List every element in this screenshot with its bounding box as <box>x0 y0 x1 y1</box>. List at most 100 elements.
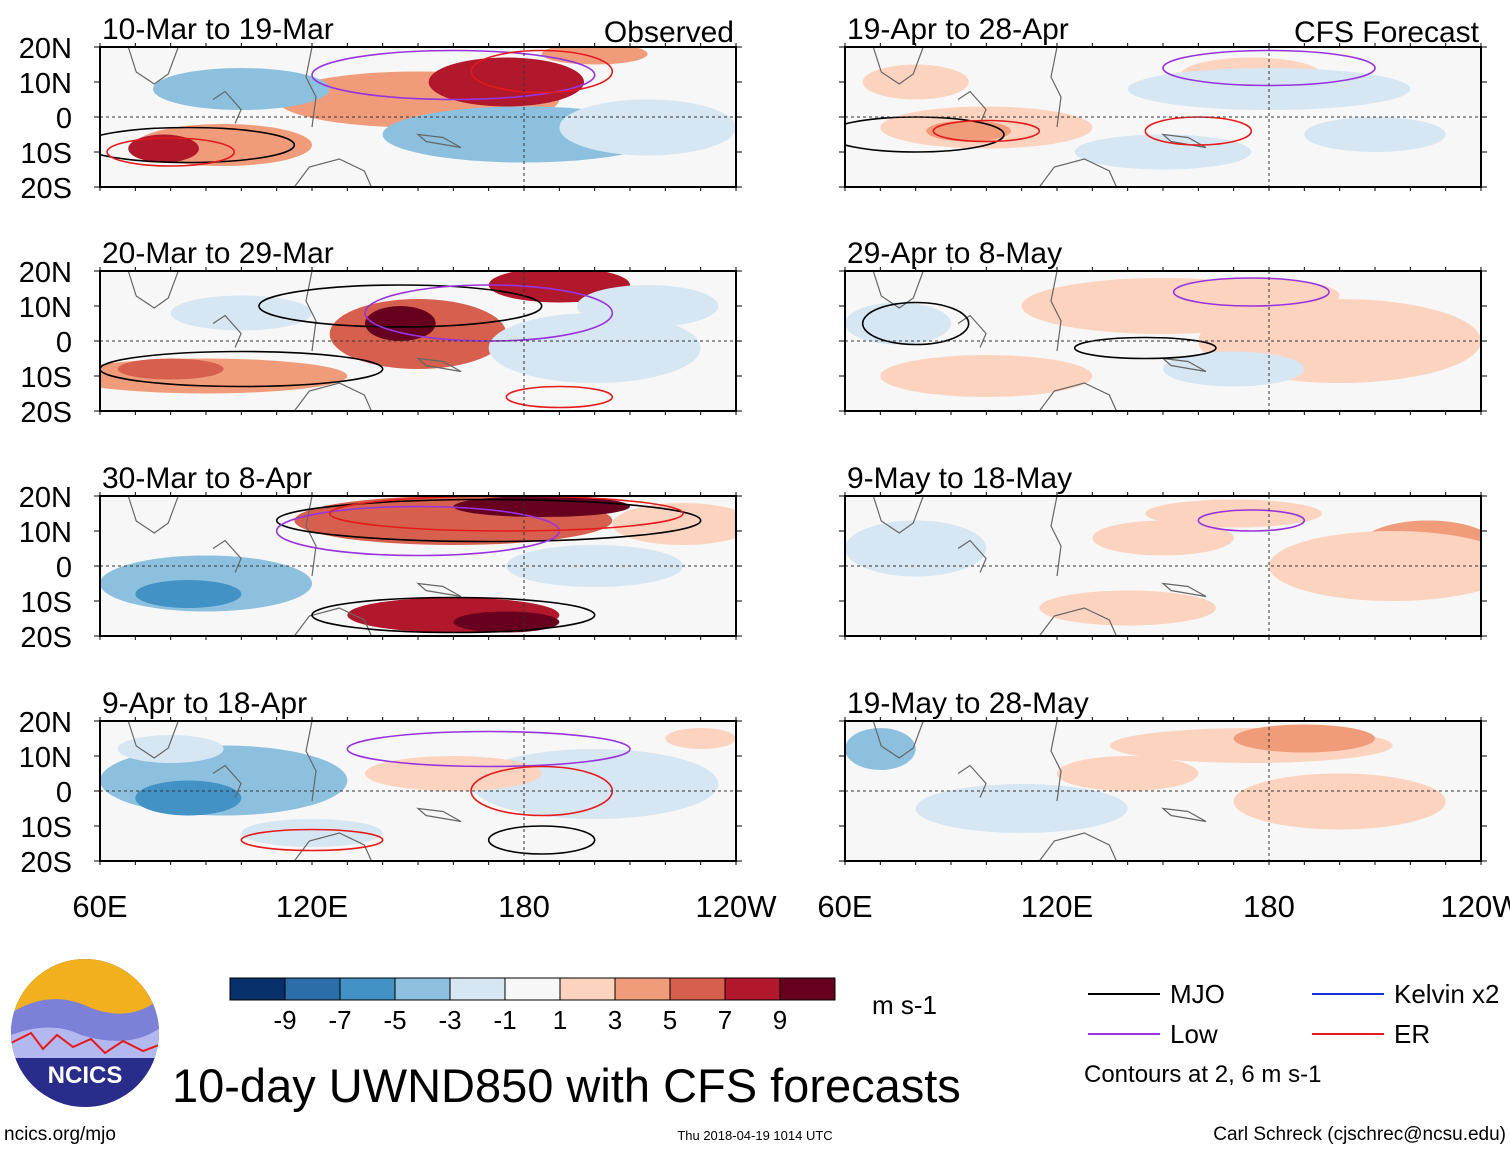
coastline <box>872 47 1207 187</box>
colorbar-swatch <box>339 977 396 1001</box>
footer-timestamp: Thu 2018-04-19 1014 UTC <box>677 1128 832 1143</box>
anomaly-patch <box>1269 531 1481 601</box>
colorbar-tick-label: 7 <box>718 1005 732 1035</box>
anomaly-patch <box>1304 117 1446 152</box>
anomaly-patch <box>1145 499 1322 528</box>
low-contour <box>1197 509 1306 532</box>
map-panel: 19-May to 28-May 60E 120E 180 120W <box>817 687 1510 924</box>
panel-label: 9-Apr to 18-Apr <box>102 687 307 720</box>
x-tick-label: 120E <box>276 889 348 924</box>
low-contour <box>1172 277 1330 307</box>
shading-layer <box>100 721 736 861</box>
colorbar-swatch <box>504 977 561 1001</box>
coastline <box>127 47 462 187</box>
anomaly-patch <box>577 285 719 327</box>
ncics-logo: NCICS <box>11 959 159 1107</box>
column-header: Observed <box>604 16 734 49</box>
anomaly-patch <box>1057 756 1199 791</box>
anomaly-patch <box>926 120 1012 142</box>
colorbar-tick-label: 1 <box>553 1005 567 1035</box>
colorbar-tick-label: 5 <box>663 1005 677 1035</box>
anomaly-patch <box>1163 351 1305 387</box>
low-contour <box>311 49 596 101</box>
y-tick-label: 20S <box>20 397 72 429</box>
legend-label: Kelvin x2 <box>1394 979 1500 1009</box>
logo-text: NCICS <box>48 1062 123 1089</box>
chart-title: 10-day UWND850 with CFS forecasts <box>172 1059 961 1112</box>
y-tick-label: 10S <box>20 587 72 619</box>
colorbar-swatch <box>669 977 726 1001</box>
anomaly-patch <box>153 68 330 110</box>
colorbar-swatch <box>449 977 506 1001</box>
anomaly-patch <box>117 735 224 763</box>
anomaly-patch <box>845 302 951 345</box>
contour-note: Contours at 2, 6 m s-1 <box>1084 1061 1321 1088</box>
anomaly-patch <box>1092 520 1234 556</box>
y-tick-label: 20N <box>19 707 72 739</box>
x-tick-label: 180 <box>1243 889 1295 924</box>
er-contour <box>240 828 384 852</box>
column-header: CFS Forecast <box>1294 16 1480 49</box>
coastline <box>127 721 462 861</box>
mjo-contour <box>487 825 596 855</box>
x-tick-label: 120E <box>1021 889 1093 924</box>
colorbar-swatch <box>284 977 341 1001</box>
legend: MJO Kelvin x2 Low ER Contours at 2, 6 m s-1 <box>1084 979 1500 1088</box>
anomaly-patch <box>612 503 736 545</box>
y-tick-label: 20S <box>20 847 72 879</box>
panel-label: 20-Mar to 29-Mar <box>102 237 334 270</box>
y-tick-label: 0 <box>56 777 72 809</box>
legend-label: Low <box>1170 1019 1218 1049</box>
panel-label: 19-Apr to 28-Apr <box>847 13 1069 46</box>
y-tick-label: 20N <box>19 482 72 514</box>
shading-layer <box>845 47 1481 187</box>
coastline <box>872 496 1207 636</box>
panel-label: 19-May to 28-May <box>847 687 1089 720</box>
coastline <box>127 496 462 636</box>
low-contour <box>364 284 614 342</box>
colorbar-tick-label: -1 <box>493 1005 516 1035</box>
y-tick-label: 0 <box>56 327 72 359</box>
anomaly-patch <box>241 819 383 847</box>
shading-layer <box>100 271 736 411</box>
y-tick-label: 20S <box>20 173 72 205</box>
anomaly-patch <box>365 756 542 791</box>
shading-layer <box>845 721 1481 861</box>
mjo-contour <box>845 116 1005 153</box>
anomaly-patch <box>117 358 224 380</box>
anomaly-patch <box>135 580 242 608</box>
y-tick-label: 10S <box>20 362 72 394</box>
anomaly-patch <box>1233 724 1376 753</box>
colorbar-tick-label: -5 <box>383 1005 406 1035</box>
anomaly-patch <box>1039 590 1216 626</box>
anomaly-patch <box>365 306 436 341</box>
footer-left: ncics.org/mjo <box>4 1124 116 1145</box>
shading-layer <box>100 496 736 636</box>
y-tick-label: 10S <box>20 812 72 844</box>
y-tick-label: 10S <box>20 138 72 170</box>
mjo-contour <box>100 126 296 164</box>
shading-layer <box>100 47 736 187</box>
mjo-contour <box>1073 336 1217 360</box>
legend-label: MJO <box>1170 979 1225 1009</box>
y-tick-label: 20S <box>20 622 72 654</box>
map-panel: 19-Apr to 28-Apr CFS Forecast <box>839 13 1487 191</box>
anomaly-patch <box>1074 134 1252 170</box>
colorbar-swatch <box>394 977 451 1001</box>
colorbar-swatch <box>614 977 671 1001</box>
x-tick-label: 60E <box>817 889 872 924</box>
anomaly-patch <box>845 520 987 577</box>
er-contour <box>470 49 614 94</box>
colorbar-tick-label: 3 <box>608 1005 622 1035</box>
y-tick-label: 0 <box>56 103 72 135</box>
shading-layer <box>845 496 1481 636</box>
map-panel: 29-Apr to 8-May <box>839 237 1487 415</box>
anomaly-patch <box>845 728 916 770</box>
shading-layer <box>845 271 1481 411</box>
colorbar-swatch <box>559 977 616 1001</box>
colorbar-swatch <box>724 977 781 1001</box>
